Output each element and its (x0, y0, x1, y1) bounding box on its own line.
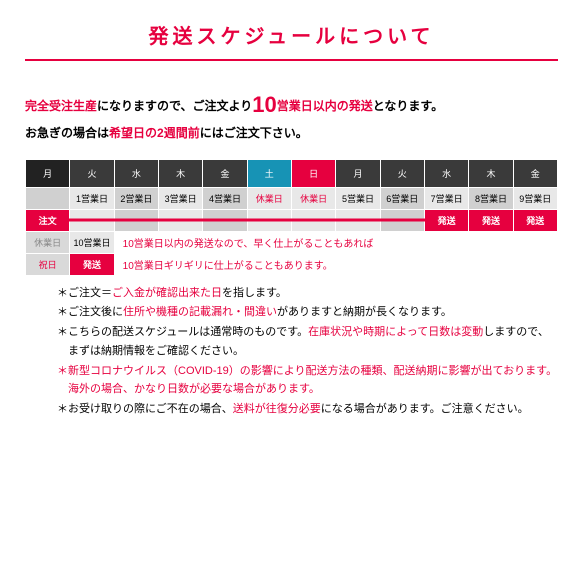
schedule-table: 月火水木金土日月火水木金 1営業日2営業日3営業日4営業日休業日休業日5営業日6… (25, 159, 558, 276)
note-row-2: 祝日発送10営業日ギリギリに仕上がることもあります。 (26, 253, 558, 275)
notes-section: ＊ご注文＝ご入金が確認出来た日を指します。＊ご注文後に住所や機種の記載漏れ・間違… (25, 284, 558, 419)
header-row: 月火水木金土日月火水木金 (26, 159, 558, 187)
page-title: 発送スケジュールについて (25, 20, 558, 61)
biz-cell: 9営業日 (513, 187, 557, 209)
ship-cell: 発送 (513, 209, 557, 231)
timeline-cell (158, 209, 202, 231)
day-header: 火 (380, 159, 424, 187)
biz-cell: 休業日 (247, 187, 291, 209)
timeline-cell (291, 209, 335, 231)
biz10-cell: 10営業日 (70, 231, 114, 253)
biz-cell: 7営業日 (424, 187, 468, 209)
biz-row: 1営業日2営業日3営業日4営業日休業日休業日5営業日6営業日7営業日8営業日9営… (26, 187, 558, 209)
day-header: 木 (158, 159, 202, 187)
holiday2-label: 祝日 (26, 253, 70, 275)
biz-cell (26, 187, 70, 209)
day-header: 月 (336, 159, 380, 187)
day-header: 水 (424, 159, 468, 187)
note-item: ＊お受け取りの際にご不在の場合、送料が往復分必要になる場合があります。ご注意くだ… (57, 400, 558, 419)
biz-cell: 5営業日 (336, 187, 380, 209)
biz-cell: 休業日 (291, 187, 335, 209)
order-row: 注文発送発送発送 (26, 209, 558, 231)
note-item: ＊ご注文＝ご入金が確認出来た日を指します。 (57, 284, 558, 303)
ship-cell: 発送 (424, 209, 468, 231)
inline-note: 10営業日以内の発送なので、早く仕上がることもあれば (114, 231, 557, 253)
inline-note: 10営業日ギリギリに仕上がることもあります。 (114, 253, 557, 275)
biz-cell: 8営業日 (469, 187, 513, 209)
intro-num: 10 (252, 92, 276, 117)
biz-cell: 2営業日 (114, 187, 158, 209)
intro-t2: となります。 (373, 99, 443, 113)
day-header: 水 (114, 159, 158, 187)
intro-t1: になりますので、ご注文より (97, 99, 252, 113)
timeline-cell (203, 209, 247, 231)
day-header: 金 (513, 159, 557, 187)
day-header: 火 (70, 159, 114, 187)
timeline-cell (70, 209, 114, 231)
holiday-label: 休業日 (26, 231, 70, 253)
timeline-cell (336, 209, 380, 231)
biz-cell: 4営業日 (203, 187, 247, 209)
day-header: 金 (203, 159, 247, 187)
intro-hl3: 希望日の2週間前 (109, 126, 200, 140)
intro-text: 完全受注生産になりますので、ご注文より10営業日以内の発送となります。 お急ぎの… (25, 86, 558, 144)
note-item: ＊ご注文後に住所や機種の記載漏れ・間違いがありますと納期が長くなります。 (57, 303, 558, 322)
intro-hl1: 完全受注生産 (25, 99, 97, 113)
biz-cell: 1営業日 (70, 187, 114, 209)
note-item: ＊新型コロナウイルス（COVID-19）の影響により配送方法の種類、配送納期に影… (57, 362, 558, 399)
note-item: ＊こちらの配送スケジュールは通常時のものです。在庫状況や時期によって日数は変動し… (57, 323, 558, 360)
day-header: 土 (247, 159, 291, 187)
day-header: 日 (291, 159, 335, 187)
note-row-1: 休業日10営業日10営業日以内の発送なので、早く仕上がることもあれば (26, 231, 558, 253)
timeline-cell (380, 209, 424, 231)
intro-hl2: 営業日以内の発送 (277, 99, 373, 113)
ship-cell: 発送 (469, 209, 513, 231)
day-header: 月 (26, 159, 70, 187)
intro-t4: にはご注文下さい。 (200, 126, 308, 140)
biz-cell: 3営業日 (158, 187, 202, 209)
day-header: 木 (469, 159, 513, 187)
intro-t3: お急ぎの場合は (25, 126, 109, 140)
timeline-cell (247, 209, 291, 231)
timeline-cell (114, 209, 158, 231)
ship-cell: 発送 (70, 253, 114, 275)
order-cell: 注文 (26, 209, 70, 231)
biz-cell: 6営業日 (380, 187, 424, 209)
